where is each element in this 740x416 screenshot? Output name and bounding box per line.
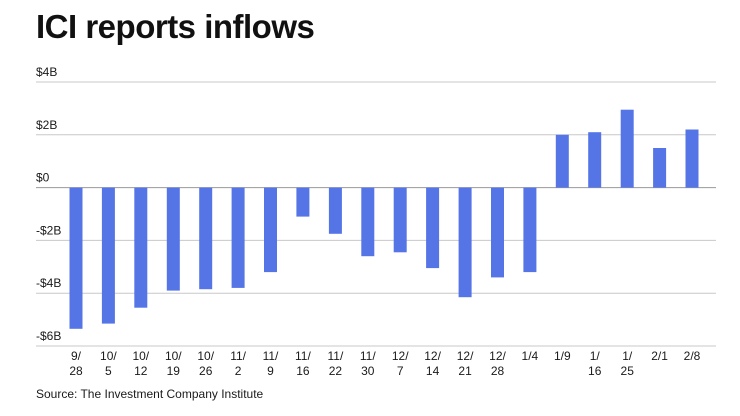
bar (134, 187, 148, 308)
bar (458, 187, 472, 298)
source-note: Source: The Investment Company Institute (36, 387, 264, 401)
x-tick-label: 12 (134, 364, 148, 378)
bar (555, 134, 569, 188)
x-tick-label: 1/ (622, 349, 633, 363)
chart-title: ICI reports inflows (36, 8, 315, 45)
x-tick-label: 12/ (424, 349, 441, 363)
bar (523, 187, 537, 273)
x-tick-label: 10/ (132, 349, 149, 363)
x-tick-label: 7 (397, 364, 404, 378)
bar (231, 187, 245, 288)
x-tick-label: 9/ (71, 349, 82, 363)
x-tick-label: 19 (167, 364, 181, 378)
bar (101, 187, 115, 324)
bar (653, 148, 667, 188)
x-tick-label: 28 (69, 364, 83, 378)
x-tick-label: 1/4 (522, 349, 539, 363)
bar (328, 187, 342, 234)
y-tick-label: $2B (36, 118, 57, 132)
bar (69, 187, 83, 329)
x-tick-label: 30 (361, 364, 375, 378)
y-tick-label: -$4B (36, 276, 61, 290)
x-tick-label: 10/ (165, 349, 182, 363)
bar (620, 109, 634, 188)
gridlines (36, 81, 716, 347)
y-tick-label: -$2B (36, 223, 61, 237)
x-tick-label: 12/ (392, 349, 409, 363)
bar (361, 187, 375, 257)
y-tick-label: $4B (36, 65, 57, 79)
x-tick-label: 16 (588, 364, 602, 378)
x-axis-tick-labels: 9/2810/510/1210/1910/2611/211/911/1611/2… (69, 349, 700, 378)
bar (166, 187, 180, 291)
x-tick-label: 10/ (197, 349, 214, 363)
x-tick-label: 5 (105, 364, 112, 378)
x-tick-label: 16 (296, 364, 310, 378)
x-tick-label: 9 (267, 364, 274, 378)
bar (393, 187, 407, 253)
x-tick-label: 28 (491, 364, 505, 378)
bar (491, 187, 504, 278)
x-tick-label: 2/8 (684, 349, 701, 363)
x-tick-label: 14 (426, 364, 440, 378)
x-tick-label: 1/ (590, 349, 601, 363)
x-tick-label: 10/ (100, 349, 117, 363)
y-tick-label: -$6B (36, 329, 61, 343)
x-tick-label: 11/ (360, 349, 376, 363)
x-tick-label: 21 (458, 364, 472, 378)
bars (69, 109, 699, 329)
x-tick-label: 1/9 (554, 349, 571, 363)
bar (199, 187, 213, 290)
bar (264, 187, 277, 273)
x-tick-label: 22 (329, 364, 343, 378)
bar (685, 129, 699, 188)
x-tick-label: 11/ (295, 349, 311, 363)
x-tick-label: 2/1 (651, 349, 668, 363)
x-tick-label: 11/ (230, 349, 246, 363)
y-axis-tick-labels: $4B $2B $0 -$2B -$4B -$6B (36, 65, 61, 343)
x-tick-label: 26 (199, 364, 213, 378)
x-tick-label: 25 (621, 364, 635, 378)
x-tick-label: 11/ (263, 349, 279, 363)
x-tick-label: 12/ (457, 349, 474, 363)
x-tick-label: 2 (235, 364, 242, 378)
bar (426, 187, 440, 269)
x-tick-label: 12/ (489, 349, 506, 363)
y-tick-label: $0 (36, 171, 50, 185)
x-tick-label: 11/ (328, 349, 344, 363)
bar (588, 132, 602, 188)
bar (296, 187, 310, 217)
